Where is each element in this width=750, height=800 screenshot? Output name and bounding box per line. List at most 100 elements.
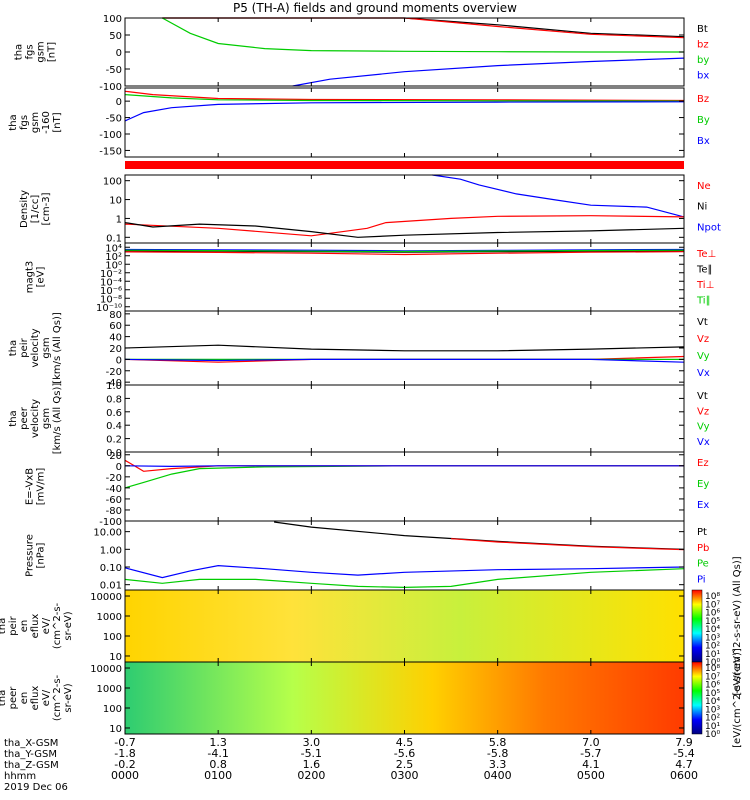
y-tick-label: 20 <box>109 451 122 462</box>
x-tick-label: 0200 <box>297 769 325 782</box>
y-axis-label: tha <box>8 340 19 356</box>
colorbar-tick-label: 10⁵ <box>705 689 720 699</box>
y-tick-label: -20 <box>106 367 122 378</box>
y-tick-label: 10⁻⁴ <box>100 277 122 288</box>
y-tick-label: -150 <box>99 146 122 157</box>
colorbar <box>691 661 703 735</box>
x-row-label: tha_Z-GSM <box>4 760 59 771</box>
x-tick-label: 4.7 <box>675 758 693 771</box>
legend-entry: Bz <box>697 94 709 105</box>
y-axis-label: sr-eV) <box>63 683 74 712</box>
y-tick-label: 10.00 <box>93 528 122 539</box>
x-tick-label: -5.4 <box>673 747 694 760</box>
y-tick-label: 50 <box>109 31 122 42</box>
y-axis-label: eflux <box>30 686 41 711</box>
y-tick-label: 10000 <box>90 592 122 603</box>
y-axis-label: en <box>19 692 30 705</box>
y-tick-label: 0.2 <box>106 435 122 446</box>
y-tick-label: 0.0 <box>106 448 122 459</box>
colorbar-tick-label: 10³ <box>705 633 720 643</box>
y-tick-label: 0.4 <box>106 421 122 432</box>
series-line-Pe <box>124 568 685 589</box>
series-line-Ex <box>124 465 684 468</box>
legend-entry: Ey <box>697 479 709 490</box>
x-row-label: tha_X-GSM <box>4 738 58 749</box>
colorbar-tick-label: 10⁰ <box>705 658 720 668</box>
legend-entry: Vt <box>697 317 708 328</box>
series-line-Vx <box>124 358 685 363</box>
y-tick-label: -60 <box>106 495 122 506</box>
colorbar-tick-label: 10⁴ <box>705 697 720 707</box>
y-axis-label: gsm <box>36 41 47 62</box>
y-axis-label: E=-VxB <box>25 468 36 505</box>
legend-entry: Pt <box>697 527 707 538</box>
colorbar-tick-label: 10³ <box>705 705 720 715</box>
x-tick-label: -1.8 <box>114 747 135 760</box>
x-tick-label: 5.8 <box>489 736 507 749</box>
panel-frame-temperature <box>124 242 685 312</box>
series-line-Npot <box>432 174 685 218</box>
legend-entry: Pi <box>697 574 706 585</box>
legend-entry: Pe <box>697 559 709 570</box>
y-tick-label: -80 <box>106 506 122 517</box>
legend-entry: Vt <box>697 391 708 402</box>
x-tick-label: 0100 <box>204 769 232 782</box>
y-axis-label: gsm <box>41 408 52 429</box>
panel-frame-efield <box>124 451 685 522</box>
series-line-bx <box>292 57 685 87</box>
x-tick-label: 3.0 <box>303 736 321 749</box>
legend-entry: bx <box>697 71 709 82</box>
x-tick-label: 1.6 <box>303 758 321 771</box>
colorbar-tick-label: 10² <box>705 714 720 724</box>
legend-entry: Vz <box>697 334 709 345</box>
y-tick-label: 10⁻⁶ <box>100 286 122 297</box>
y-tick-label: 10⁻² <box>100 269 122 280</box>
series-line-Ti <box>124 248 685 252</box>
y-axis-label: tha <box>0 618 8 634</box>
x-tick-label: -5.6 <box>394 747 415 760</box>
legend-entry: by <box>697 55 709 66</box>
legend-entry: Npot <box>697 222 721 233</box>
x-tick-label: 0600 <box>670 769 698 782</box>
y-axis-label: peer <box>19 406 30 430</box>
legend-entry: Ti∥ <box>696 296 711 307</box>
y-axis-label: tha <box>14 44 25 60</box>
series-line-Vt <box>124 344 685 352</box>
x-tick-label: -0.2 <box>114 758 135 771</box>
x-row-label: 2019 Dec 06 <box>4 782 68 793</box>
y-tick-label: 40 <box>109 333 122 344</box>
legend-entry: Vy <box>697 351 710 362</box>
y-axis-label: tha <box>8 410 19 426</box>
legend-entry: Vx <box>697 368 710 379</box>
series-line-Ne <box>124 215 685 237</box>
series-line-Ti <box>124 249 685 253</box>
y-tick-label: -40 <box>106 378 122 389</box>
series-line-Pi <box>124 564 685 579</box>
y-tick-label: -50 <box>106 65 122 76</box>
y-axis-label: (cm^2-s- <box>52 602 63 649</box>
colorbar-title: [eV/(cm^2-s-sr-eV) (All Qs)] <box>732 556 743 695</box>
y-tick-label: 0.1 <box>106 233 122 244</box>
y-axis-label: magt3 <box>25 261 36 294</box>
y-axis-label: eV/ <box>41 617 52 634</box>
y-tick-label: 1000 <box>97 612 122 623</box>
heatmap-peer_eflux <box>125 662 684 734</box>
x-row-label: tha_Y-GSM <box>4 749 57 760</box>
y-axis-label: -160 <box>41 111 52 134</box>
colorbar <box>691 589 703 663</box>
legend-entry: Ni <box>697 202 707 213</box>
y-tick-label: 1000 <box>97 684 122 695</box>
x-tick-label: 2.5 <box>396 758 414 771</box>
y-tick-label: 100 <box>103 704 122 715</box>
x-tick-label: 7.0 <box>582 736 600 749</box>
colorbar-tick-label: 10⁸ <box>705 664 720 674</box>
legend-entry: Te∥ <box>696 265 713 276</box>
series-line-Ey <box>124 465 684 489</box>
y-axis-label: gsm <box>41 337 52 358</box>
y-axis-label: tha <box>8 114 19 130</box>
series-line-bz <box>162 17 685 39</box>
y-tick-label: 100 <box>103 632 122 643</box>
y-tick-label: 10 <box>109 724 122 735</box>
series-line-Ni <box>124 222 685 238</box>
y-tick-label: 10 <box>109 652 122 663</box>
